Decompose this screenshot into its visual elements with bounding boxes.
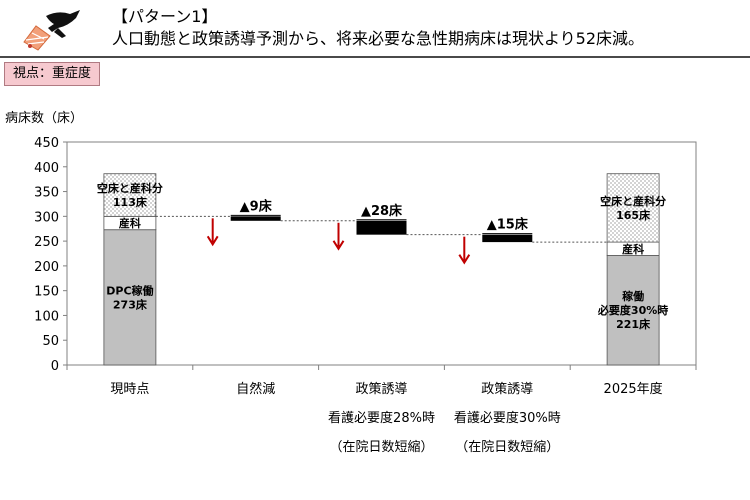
stack-segment-bar [103,173,157,217]
stack-segment-bar [606,173,660,243]
bed-count-waterfall-chart: 病床数（床） 0 50 100 150 200 250 300 350 400 450 現時点 自然減 政… [5,111,697,455]
plot-area-frame [66,141,697,366]
decrement-bar [230,216,281,221]
x-category-label: 2025年度 [604,381,663,397]
stack-segment-label: DPC稼働 [106,283,153,297]
stack-segment-label: 221床 [616,317,651,331]
decrement-label: ▲15床 [487,217,529,233]
runner-icon [46,10,80,38]
pattern-label: 【パターン1】 [112,7,218,26]
decrement-label: ▲9床 [240,198,273,214]
stack-segment-label: 稼働 [622,289,644,303]
stack-segment-label: 273床 [113,297,148,311]
y-tick-label: 50 [42,334,59,349]
headline: 人口動態と政策誘導予測から、将来必要な急性期病床は現状より52床減。 [112,29,645,48]
y-tick-label: 250 [34,235,59,250]
y-tick-label: 150 [34,285,59,300]
stack-segment-bar [606,255,660,366]
decrease-arrow-head [206,235,219,247]
decrement-label: ▲28床 [361,203,403,219]
x-category-sublabel: 看護必要度30%時 [454,410,561,426]
decrease-arrow-head [458,254,471,265]
decrease-arrow-head [332,240,345,251]
y-tick-label: 300 [34,210,59,225]
viewpoint-badge: 視点：重症度 [4,62,101,86]
decrement-bar [356,220,407,235]
x-category-label: 現時点 [110,382,149,397]
stack-segment-label: 必要度30%時 [597,303,668,317]
stack-segment-label: 113床 [113,195,148,209]
y-axis-title: 病床数（床） [5,111,83,126]
stack-segment-label: 産科 [622,242,644,256]
runner-flag-logo [23,10,80,51]
x-category-label: 政策誘導 [481,381,533,397]
y-tick-label: 400 [34,161,59,176]
stack-segment-label: 産科 [119,216,141,230]
stack-segment-label: 空床と産科分 [600,194,666,208]
title-block: 【パターン1】 人口動態と政策誘導予測から、将来必要な急性期病床は現状より52床… [112,6,644,50]
decrement-bar [482,234,533,243]
y-tick-label: 100 [34,309,59,324]
x-category-sublabel: （在院日数短縮） [329,439,433,455]
stack-segment-bar [103,229,157,366]
x-category-sublabel: 看護必要度28%時 [328,410,435,426]
y-tick-label: 350 [34,186,59,201]
y-tick-label: 200 [34,260,59,275]
stack-segment-label: 165床 [616,208,651,222]
flag-icon [23,25,51,51]
title-divider [0,56,750,58]
x-category-label: 自然減 [236,381,275,397]
stack-segment-label: 空床と産科分 [97,181,163,195]
x-category-sublabel: （在院日数短縮） [455,439,559,455]
y-tick-label: 0 [51,359,59,374]
x-category-label: 政策誘導 [355,381,407,397]
y-tick-label: 450 [34,136,59,151]
